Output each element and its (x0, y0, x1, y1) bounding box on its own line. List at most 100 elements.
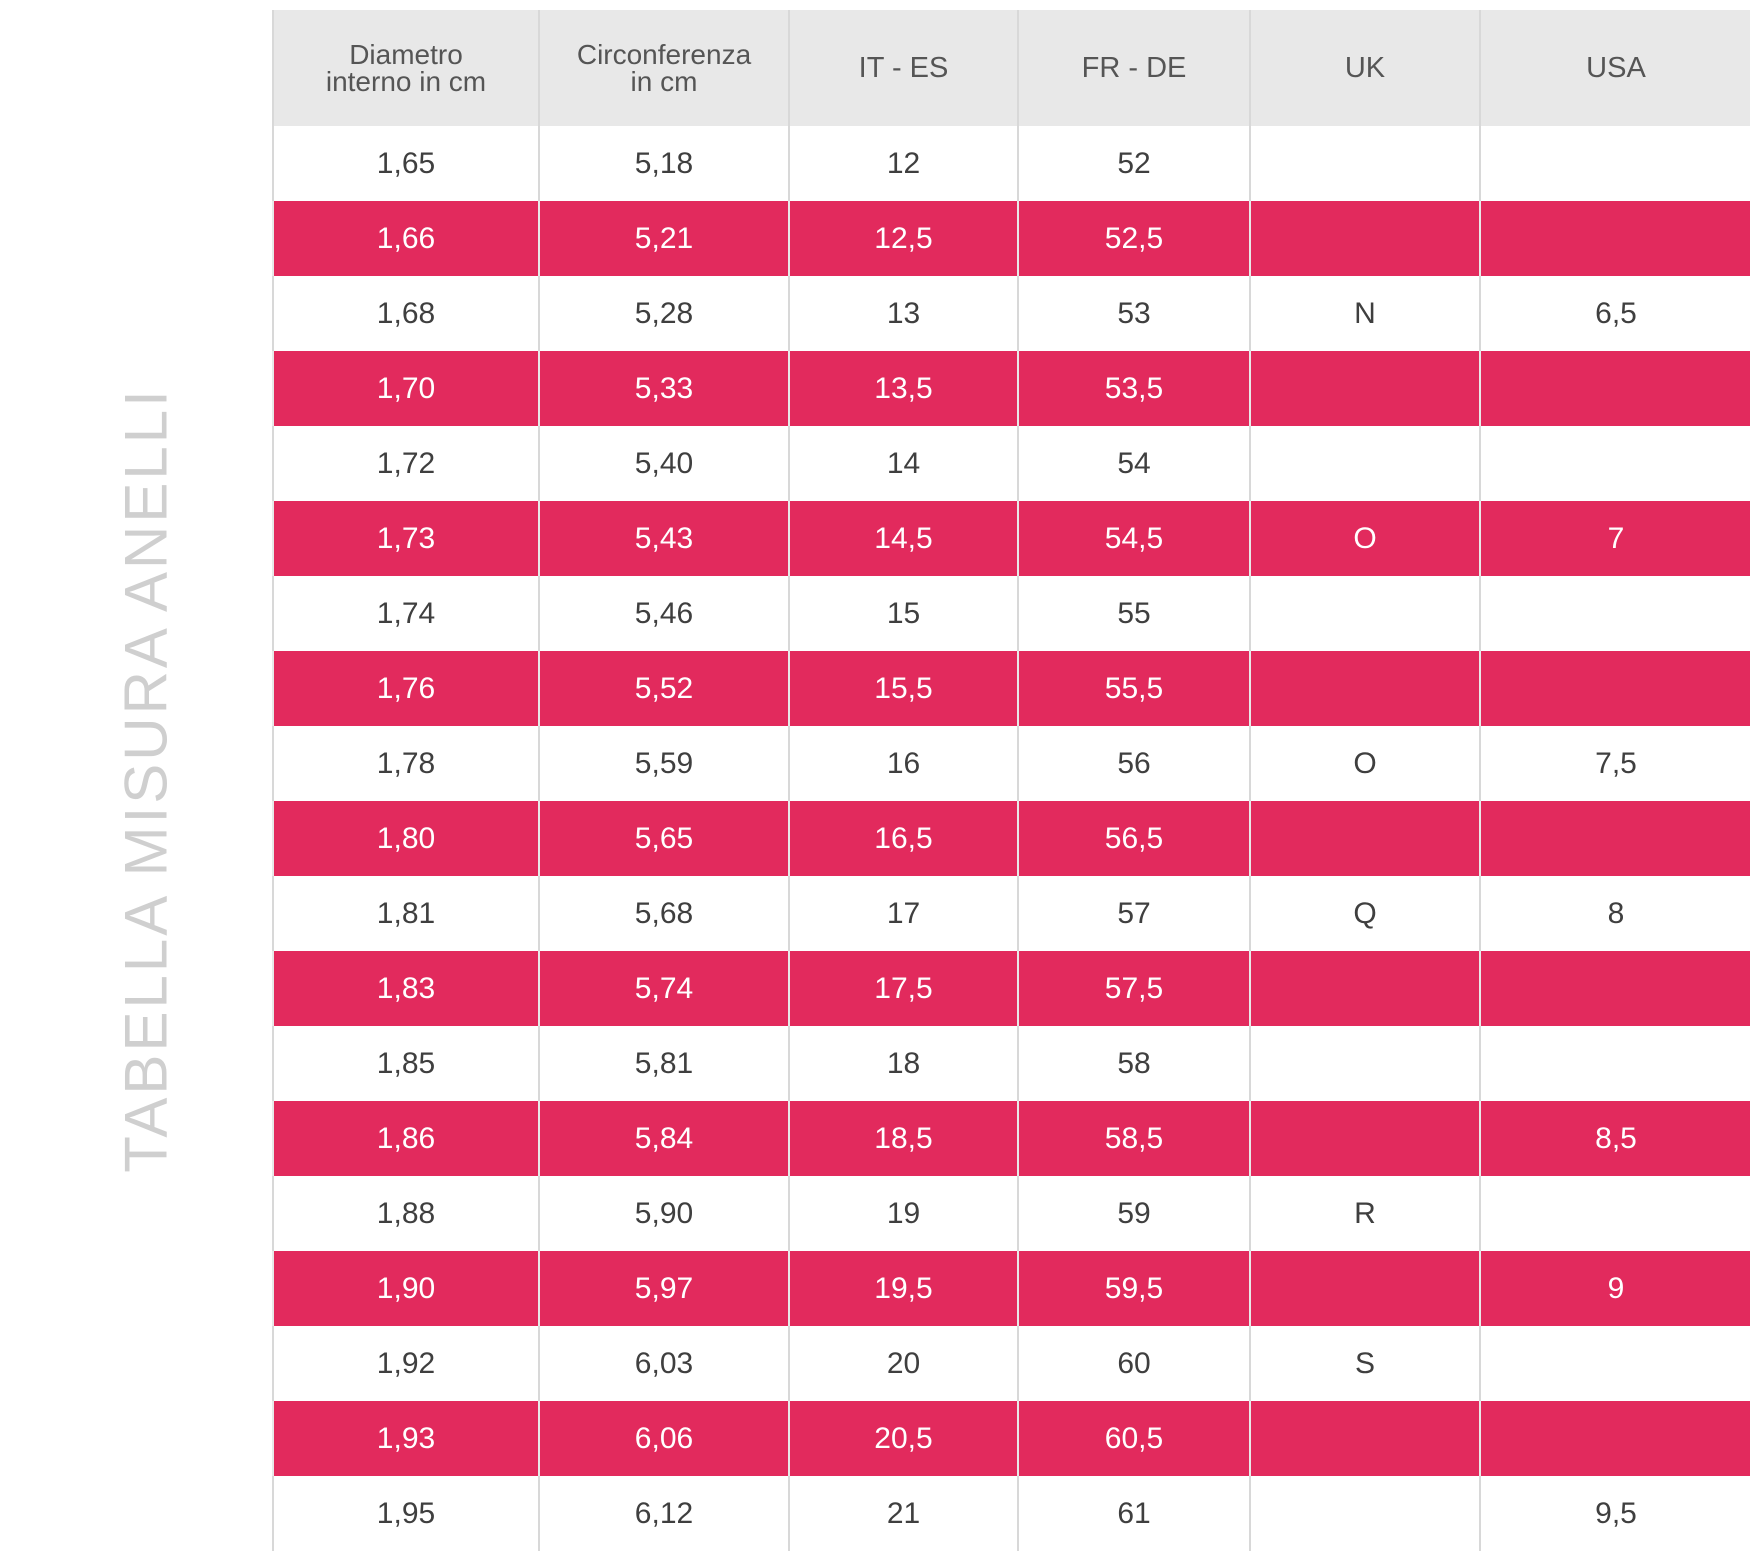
table-cell: 5,46 (538, 576, 789, 651)
table-cell: 8,5 (1479, 1101, 1750, 1176)
table-cell: 14 (788, 426, 1018, 501)
table-cell: 6,5 (1479, 276, 1750, 351)
table-cell: 1,65 (272, 126, 539, 201)
table-cell: 53,5 (1017, 351, 1250, 426)
table-cell: 15,5 (788, 651, 1018, 726)
table-cell (1249, 126, 1480, 201)
table-cell: 5,52 (538, 651, 789, 726)
table-row: 1,68 5,28 13 53 N 6,5 (272, 276, 1750, 351)
table-cell: 58,5 (1017, 1101, 1250, 1176)
table-cell: 16 (788, 726, 1018, 801)
table-cell: 57,5 (1017, 951, 1250, 1026)
table-cell: 1,93 (272, 1401, 539, 1476)
table-cell: 54 (1017, 426, 1250, 501)
header-usa: USA (1479, 10, 1750, 126)
table-cell: 6,06 (538, 1401, 789, 1476)
table-cell (1249, 801, 1480, 876)
table-cell (1249, 351, 1480, 426)
table-cell (1479, 1026, 1750, 1101)
header-label: USA (1586, 51, 1646, 84)
table-row: 1,78 5,59 16 56 O 7,5 (272, 726, 1750, 801)
table-cell: 52,5 (1017, 201, 1250, 276)
table-cell: 1,88 (272, 1176, 539, 1251)
table-cell (1479, 201, 1750, 276)
header-fr-de: FR - DE (1017, 10, 1250, 126)
table-cell: 60 (1017, 1326, 1250, 1401)
table-cell: O (1249, 726, 1480, 801)
table-cell: 9,5 (1479, 1476, 1750, 1551)
table-cell (1249, 651, 1480, 726)
table-cell (1249, 201, 1480, 276)
table-cell (1479, 801, 1750, 876)
table-body: 1,65 5,18 12 52 1,66 5,21 12,5 52,5 1,68 5,28 13 53… (272, 126, 1750, 1551)
table-row: 1,85 5,81 18 58 (272, 1026, 1750, 1101)
table-cell: 17,5 (788, 951, 1018, 1026)
table-cell: 55 (1017, 576, 1250, 651)
header-label-line: Diametro (349, 39, 463, 70)
table-cell: 12,5 (788, 201, 1018, 276)
table-cell: 5,90 (538, 1176, 789, 1251)
table-row: 1,95 6,12 21 61 9,5 (272, 1476, 1750, 1551)
header-row: Diametro interno in cm Circonferenza in … (272, 10, 1750, 126)
table-cell: 5,40 (538, 426, 789, 501)
table-row: 1,73 5,43 14,5 54,5 O 7 (272, 501, 1750, 576)
header-it-es: IT - ES (788, 10, 1018, 126)
table-cell: 6,12 (538, 1476, 789, 1551)
table-cell: 1,74 (272, 576, 539, 651)
table-cell: 1,78 (272, 726, 539, 801)
table-cell: 1,72 (272, 426, 539, 501)
table-row: 1,74 5,46 15 55 (272, 576, 1750, 651)
table-cell: Q (1249, 876, 1480, 951)
header-diametro: Diametro interno in cm (272, 10, 539, 126)
table-cell: 1,81 (272, 876, 539, 951)
table-cell: 5,74 (538, 951, 789, 1026)
table-row: 1,92 6,03 20 60 S (272, 1326, 1750, 1401)
table-row: 1,70 5,33 13,5 53,5 (272, 351, 1750, 426)
table-cell (1249, 576, 1480, 651)
table-cell: 1,66 (272, 201, 539, 276)
table-cell: 54,5 (1017, 501, 1250, 576)
table-cell: 1,92 (272, 1326, 539, 1401)
side-title: TABELLA MISURA ANELLI (112, 387, 180, 1173)
table-row: 1,81 5,68 17 57 Q 8 (272, 876, 1750, 951)
table-cell: 19 (788, 1176, 1018, 1251)
table-cell: 12 (788, 126, 1018, 201)
table-cell: 8 (1479, 876, 1750, 951)
table-cell: R (1249, 1176, 1480, 1251)
table-cell: 56,5 (1017, 801, 1250, 876)
table-cell (1249, 951, 1480, 1026)
table-cell (1479, 1326, 1750, 1401)
table-cell: 59 (1017, 1176, 1250, 1251)
header-label-line: in cm (630, 66, 698, 97)
table-cell: 5,97 (538, 1251, 789, 1326)
table-cell: 21 (788, 1476, 1018, 1551)
table-cell: 17 (788, 876, 1018, 951)
table-cell: 61 (1017, 1476, 1250, 1551)
table-cell: 5,68 (538, 876, 789, 951)
header-label-line: Circonferenza (576, 39, 752, 70)
table-row: 1,88 5,90 19 59 R (272, 1176, 1750, 1251)
table-cell: O (1249, 501, 1480, 576)
table-cell (1479, 351, 1750, 426)
table-cell: 56 (1017, 726, 1250, 801)
table-cell: 20,5 (788, 1401, 1018, 1476)
table-cell (1479, 1401, 1750, 1476)
table-cell: 1,86 (272, 1101, 539, 1176)
table-cell: 20 (788, 1326, 1018, 1401)
table-cell (1479, 951, 1750, 1026)
header-label: UK (1344, 51, 1386, 84)
table-cell (1249, 426, 1480, 501)
table-cell: 1,68 (272, 276, 539, 351)
table-cell: 5,18 (538, 126, 789, 201)
table-cell (1479, 1176, 1750, 1251)
table-cell: 9 (1479, 1251, 1750, 1326)
table-cell: 52 (1017, 126, 1250, 201)
header-label-line: interno in cm (325, 66, 487, 97)
header-label: IT - ES (858, 51, 949, 84)
table-cell: 1,73 (272, 501, 539, 576)
table-cell: 18,5 (788, 1101, 1018, 1176)
table-cell: 6,03 (538, 1326, 789, 1401)
table-cell: 1,76 (272, 651, 539, 726)
table-cell (1479, 126, 1750, 201)
table-row: 1,86 5,84 18,5 58,5 8,5 (272, 1101, 1750, 1176)
